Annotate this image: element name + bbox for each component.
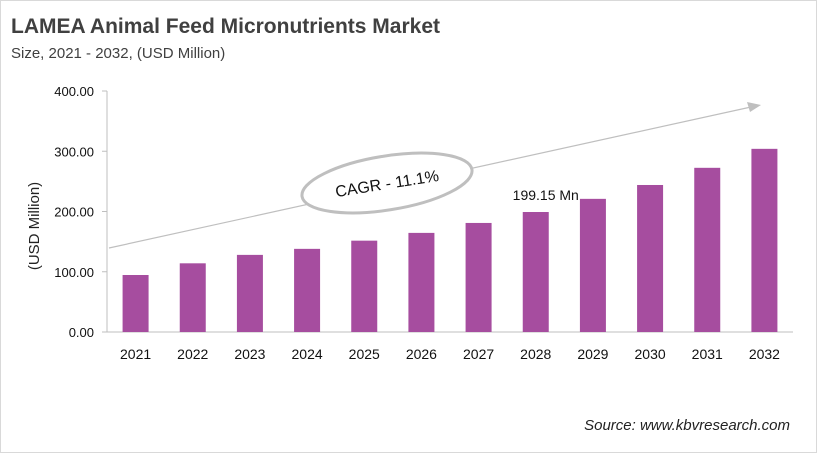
x-tick-label: 2029	[577, 346, 608, 362]
trend-arrowhead	[747, 102, 761, 112]
x-tick-label: 2021	[120, 346, 151, 362]
x-tick-label: 2024	[292, 346, 323, 362]
data-label-2028: 199.15 Mn	[513, 187, 579, 203]
x-tick-label: 2027	[463, 346, 494, 362]
x-tick-label: 2031	[692, 346, 723, 362]
bar-2025	[351, 240, 378, 332]
bar-2026	[408, 232, 435, 332]
source-text: Source: www.kbvresearch.com	[584, 417, 790, 434]
y-tick-label: 0.00	[69, 325, 94, 340]
x-tick-label: 2032	[749, 346, 780, 362]
x-tick-label: 2023	[234, 346, 265, 362]
x-tick-label: 2028	[520, 346, 551, 362]
bar-2024	[294, 248, 321, 332]
bar-2027	[465, 222, 492, 332]
cagr-ellipse	[300, 151, 474, 215]
bar-2031	[694, 167, 721, 332]
bar-2021	[122, 275, 149, 332]
y-tick-label: 200.00	[54, 205, 94, 220]
chart-title: LAMEA Animal Feed Micronutrients Market	[11, 15, 441, 38]
bar-2029	[579, 198, 606, 332]
y-tick-label: 400.00	[54, 84, 94, 99]
bar-2022	[179, 263, 206, 332]
bar-2028	[522, 212, 549, 332]
bar-2023	[236, 254, 263, 332]
y-tick-label: 300.00	[54, 144, 94, 159]
y-axis-label: (USD Million)	[26, 182, 43, 270]
x-tick-label: 2025	[349, 346, 380, 362]
y-tick-label: 100.00	[54, 265, 94, 280]
x-tick-label: 2030	[635, 346, 666, 362]
chart-subtitle: Size, 2021 - 2032, (USD Million)	[11, 45, 226, 62]
x-tick-label: 2026	[406, 346, 437, 362]
bar-2032	[751, 148, 778, 332]
x-tick-label: 2022	[177, 346, 208, 362]
bar-2030	[637, 184, 664, 332]
